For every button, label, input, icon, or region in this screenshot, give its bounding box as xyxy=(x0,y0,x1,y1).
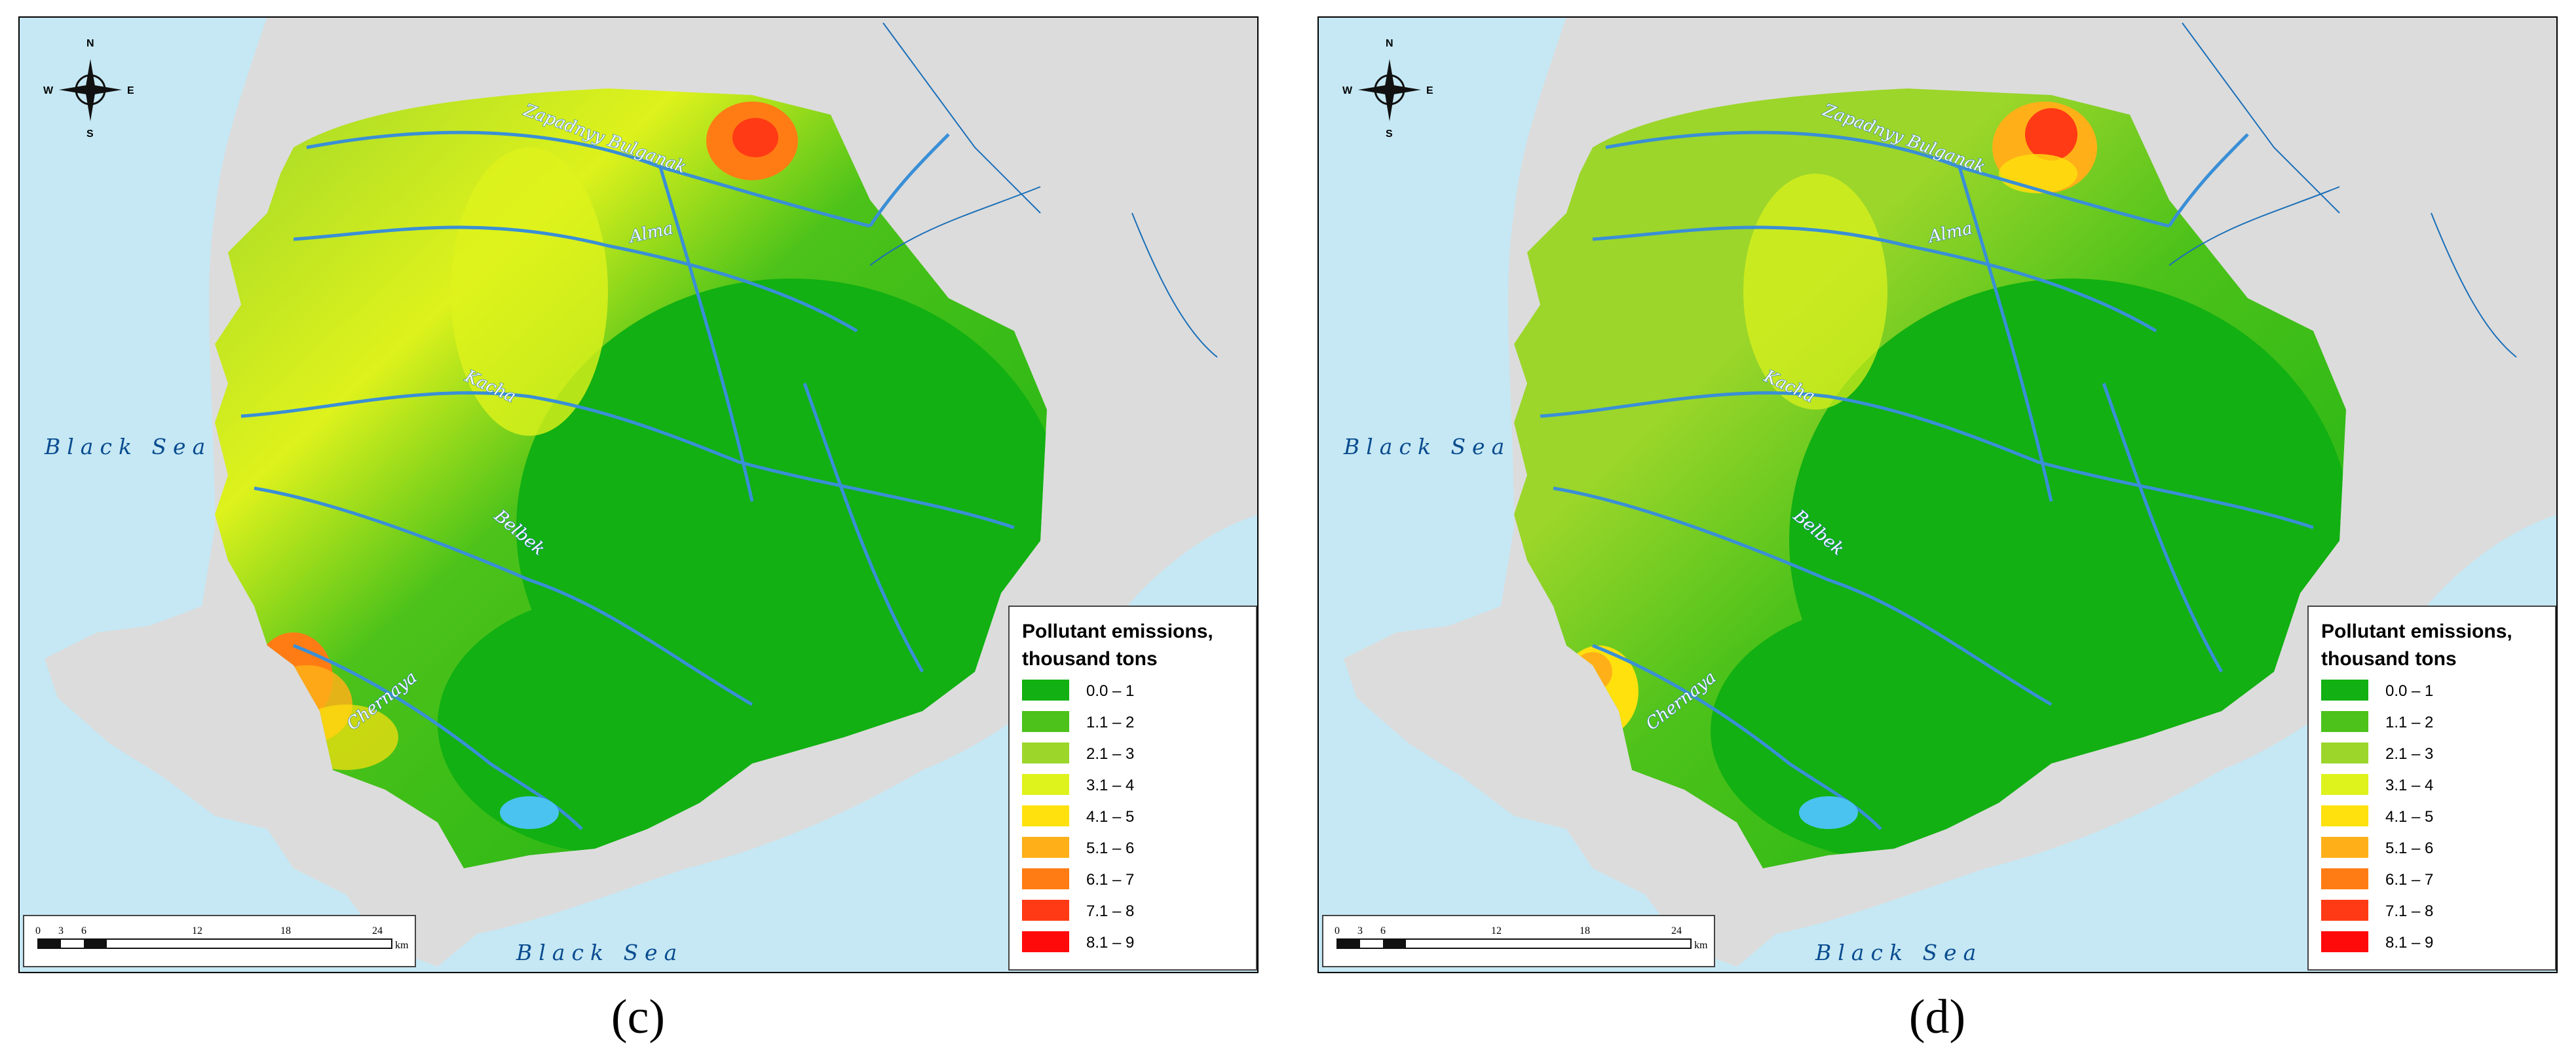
compass-w: W xyxy=(43,85,54,96)
compass-e: E xyxy=(127,85,134,96)
legend-swatch xyxy=(2321,868,2368,889)
compass-n: N xyxy=(1386,38,1393,49)
reservoir xyxy=(1799,796,1858,829)
compass-s: S xyxy=(86,128,94,140)
caption-c: (c) xyxy=(611,990,666,1044)
svg-text:18: 18 xyxy=(280,925,291,936)
svg-text:6: 6 xyxy=(81,925,86,936)
svg-text:18: 18 xyxy=(1580,925,1590,936)
legend-swatch xyxy=(2321,837,2368,858)
legend-label: 1.1 – 2 xyxy=(1086,714,1134,731)
svg-text:km: km xyxy=(395,940,409,951)
legend-label: 8.1 – 9 xyxy=(1086,934,1134,952)
svg-text:3: 3 xyxy=(58,925,64,936)
legend-label: 0.0 – 1 xyxy=(1086,682,1134,700)
legend-label: 5.1 – 6 xyxy=(2385,839,2433,857)
map-grid-lines xyxy=(2169,22,2517,358)
legend-label: 7.1 – 8 xyxy=(2385,902,2433,920)
svg-text:24: 24 xyxy=(372,925,383,936)
legend-swatch xyxy=(2321,805,2368,826)
legend-label: 6.1 – 7 xyxy=(2385,871,2433,889)
legend-label: 3.1 – 4 xyxy=(1086,777,1134,794)
compass-w: W xyxy=(1342,85,1353,96)
scale-bar: 0 3 6 12 18 24 km xyxy=(23,915,416,967)
legend-swatch xyxy=(1022,711,1069,732)
map-c: Black Sea Black Sea Zapadnyy Bulganak Al… xyxy=(18,16,1259,973)
svg-text:0: 0 xyxy=(35,925,41,936)
legend-swatch xyxy=(2321,743,2368,763)
legend-title-line1: Pollutant emissions, xyxy=(2321,621,2512,642)
legend-swatch xyxy=(1022,931,1069,952)
sea-label-south: Black Sea xyxy=(516,940,683,965)
legend-label: 7.1 – 8 xyxy=(1086,902,1134,920)
compass-e: E xyxy=(1426,85,1433,96)
legend-swatch xyxy=(1022,774,1069,795)
compass-s: S xyxy=(1386,128,1393,140)
legend-swatch xyxy=(1022,837,1069,858)
legend-title-line2: thousand tons xyxy=(1022,648,1158,670)
legend-label: 1.1 – 2 xyxy=(2385,714,2433,731)
legend-label: 4.1 – 5 xyxy=(2385,808,2433,826)
map-panel-d: Black Sea Black Sea Zapadnyy Bulganak Al… xyxy=(1317,16,2558,973)
legend-swatch xyxy=(2321,680,2368,701)
legend-swatch xyxy=(2321,711,2368,732)
legend-label: 2.1 – 3 xyxy=(1086,745,1134,763)
legend-label: 2.1 – 3 xyxy=(2385,745,2433,763)
map-d: Black Sea Black Sea Zapadnyy Bulganak Al… xyxy=(1317,16,2558,973)
svg-text:12: 12 xyxy=(1491,925,1502,936)
map-frame xyxy=(1317,16,2558,973)
legend-swatch xyxy=(2321,774,2368,795)
legend-label: 6.1 – 7 xyxy=(1086,871,1134,889)
map-grid-lines xyxy=(869,22,1218,358)
legend: Pollutant emissions, thousand tons 0.0 –… xyxy=(1008,606,1257,971)
sea-label-south: Black Sea xyxy=(1815,940,1982,965)
legend-items: 0.0 – 1 1.1 – 2 2.1 – 3 3.1 – 4 4.1 – 5 … xyxy=(2321,680,2433,952)
compass-rose-icon: N S E W xyxy=(1342,38,1433,140)
caption-d: (d) xyxy=(1908,990,1966,1044)
basin-region xyxy=(215,88,1047,868)
reservoir xyxy=(500,796,559,829)
legend-swatch xyxy=(1022,868,1069,889)
legend-swatch xyxy=(1022,805,1069,826)
svg-text:6: 6 xyxy=(1380,925,1386,936)
svg-text:12: 12 xyxy=(192,925,202,936)
legend-title-line1: Pollutant emissions, xyxy=(1022,621,1213,642)
legend-label: 5.1 – 6 xyxy=(1086,839,1134,857)
river-network xyxy=(240,130,1015,830)
sea-label-west: Black Sea xyxy=(1343,434,1511,459)
compass-n: N xyxy=(86,38,94,49)
legend-label: 8.1 – 9 xyxy=(2385,934,2433,952)
scale-bar: 0 3 6 12 18 24 km xyxy=(1322,915,1715,967)
sea-label-west: Black Sea xyxy=(44,434,212,459)
map-panel-c: Black Sea Black Sea Zapadnyy Bulganak Al… xyxy=(18,16,1259,973)
legend-label: 0.0 – 1 xyxy=(2385,682,2433,700)
svg-text:3: 3 xyxy=(1357,925,1363,936)
map-frame xyxy=(18,16,1259,973)
svg-text:km: km xyxy=(1694,940,1708,951)
legend-swatch xyxy=(1022,900,1069,921)
compass-rose-icon: N S E W xyxy=(43,38,134,140)
legend-swatch xyxy=(1022,680,1069,701)
svg-text:0: 0 xyxy=(1335,925,1340,936)
legend-label: 3.1 – 4 xyxy=(2385,777,2433,794)
legend-swatch xyxy=(2321,931,2368,952)
legend-label: 4.1 – 5 xyxy=(1086,808,1134,826)
svg-text:24: 24 xyxy=(1671,925,1682,936)
legend-swatch xyxy=(2321,900,2368,921)
legend-items: 0.0 – 1 1.1 – 2 2.1 – 3 3.1 – 4 4.1 – 5 … xyxy=(1022,680,1134,952)
legend: Pollutant emissions, thousand tons 0.0 –… xyxy=(2307,606,2556,971)
legend-title-line2: thousand tons xyxy=(2321,648,2457,670)
legend-swatch xyxy=(1022,743,1069,763)
